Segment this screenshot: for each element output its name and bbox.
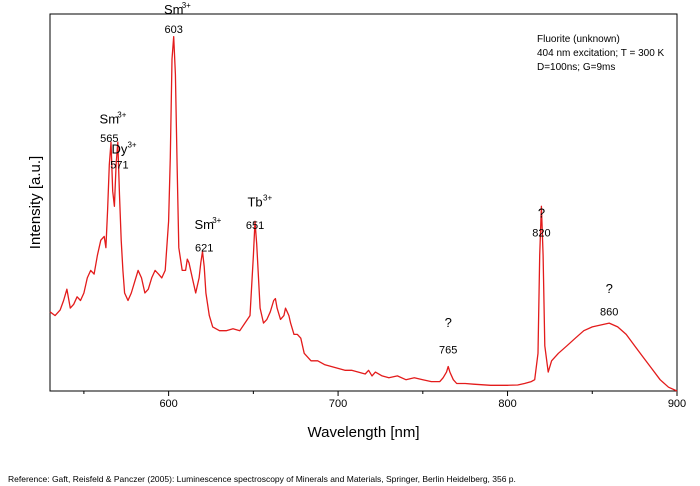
- peak-wavelength-label: 621: [195, 243, 213, 255]
- peak-unknown-label: ?: [445, 315, 452, 330]
- peak-wavelength-label: 765: [439, 344, 457, 356]
- spectrum-line: [49, 35, 678, 392]
- peak-unknown-label: ?: [538, 206, 545, 221]
- x-axis-label: Wavelength [nm]: [308, 424, 420, 441]
- legend-text: Fluorite (unknown): [537, 34, 620, 45]
- chart: 600 700 800 900 Wavelength [nm] Intensity [a.…: [27, 1, 686, 441]
- x-tick-label: 700: [329, 398, 347, 410]
- peak-wavelength-label: 565: [100, 133, 118, 145]
- peak-ion-label: Tb: [247, 194, 262, 209]
- legend-text: D=100ns; G=9ms: [537, 62, 615, 73]
- peak-wavelength-label: 860: [600, 307, 618, 319]
- peak-ion-label: Sm: [100, 111, 120, 126]
- plot-area: 600 700 800 900 Wavelength [nm] Intensity [a.…: [27, 1, 686, 441]
- plot-frame: [49, 13, 678, 392]
- peak-ion-label: Sm: [194, 217, 214, 232]
- x-tick-label: 800: [498, 398, 516, 410]
- peak-ion-label: Sm: [164, 2, 184, 17]
- peak-wavelength-label: 571: [110, 160, 128, 172]
- peak-wavelength-label: 651: [246, 220, 264, 232]
- peak-ion-label: Dy: [112, 141, 128, 156]
- y-axis-label: Intensity [a.u.]: [27, 156, 44, 249]
- peak-unknown-label: ?: [606, 281, 613, 296]
- peak-ion-superscript: 3+: [182, 1, 191, 10]
- peak-ion-superscript: 3+: [117, 110, 126, 119]
- peak-ion-superscript: 3+: [263, 193, 272, 202]
- x-tick-label: 900: [668, 398, 686, 410]
- peak-ion-superscript: 3+: [212, 216, 221, 225]
- peak-wavelength-label: 820: [532, 227, 550, 239]
- peak-wavelength-label: 603: [165, 24, 183, 36]
- legend-text: 404 nm excitation; T = 300 K: [537, 48, 665, 59]
- x-tick-label: 600: [159, 398, 177, 410]
- reference-text: Reference: Gaft, Reisfeld & Panczer (200…: [8, 474, 516, 484]
- peak-ion-superscript: 3+: [127, 140, 136, 149]
